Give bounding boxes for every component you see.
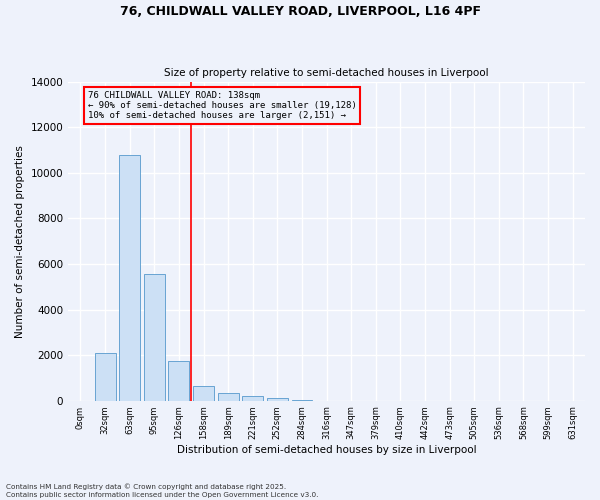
Y-axis label: Number of semi-detached properties: Number of semi-detached properties xyxy=(15,144,25,338)
Bar xyxy=(193,386,214,400)
Text: 76 CHILDWALL VALLEY ROAD: 138sqm
← 90% of semi-detached houses are smaller (19,1: 76 CHILDWALL VALLEY ROAD: 138sqm ← 90% o… xyxy=(88,90,356,120)
Bar xyxy=(218,394,239,400)
Bar xyxy=(144,274,165,400)
Bar xyxy=(267,398,288,400)
Bar xyxy=(119,154,140,400)
Bar xyxy=(169,361,190,401)
Bar xyxy=(242,396,263,400)
X-axis label: Distribution of semi-detached houses by size in Liverpool: Distribution of semi-detached houses by … xyxy=(177,445,476,455)
Text: 76, CHILDWALL VALLEY ROAD, LIVERPOOL, L16 4PF: 76, CHILDWALL VALLEY ROAD, LIVERPOOL, L1… xyxy=(119,5,481,18)
Title: Size of property relative to semi-detached houses in Liverpool: Size of property relative to semi-detach… xyxy=(164,68,489,78)
Text: Contains HM Land Registry data © Crown copyright and database right 2025.
Contai: Contains HM Land Registry data © Crown c… xyxy=(6,484,319,498)
Bar xyxy=(95,353,116,401)
